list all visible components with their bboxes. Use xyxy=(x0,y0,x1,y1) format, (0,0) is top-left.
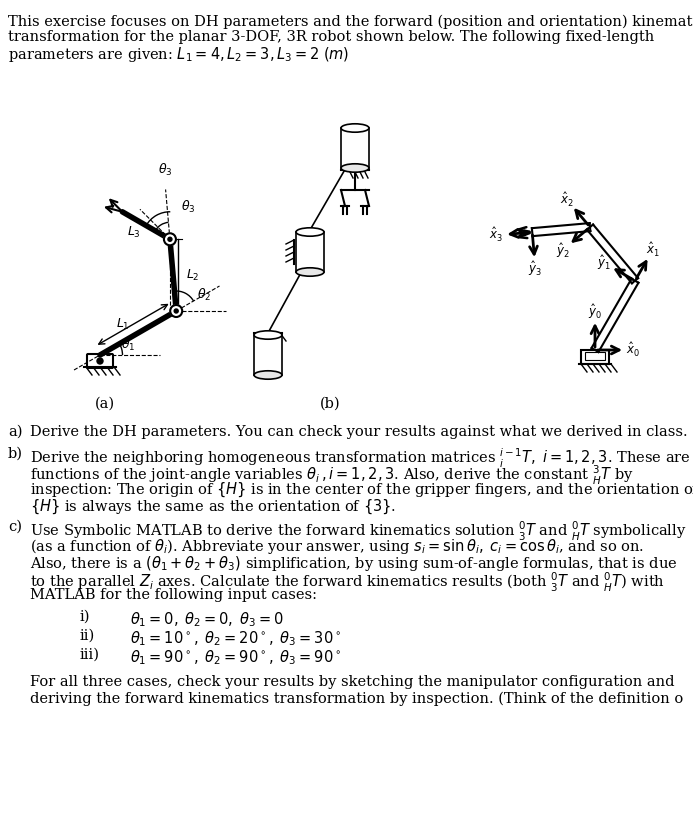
Ellipse shape xyxy=(341,124,369,132)
Text: $\theta_3$: $\theta_3$ xyxy=(181,200,195,215)
Text: Use Symbolic MATLAB to derive the forward kinematics solution $^{0}_{3}T$ and $^: Use Symbolic MATLAB to derive the forwar… xyxy=(30,520,687,544)
Bar xyxy=(581,350,609,364)
Text: b): b) xyxy=(8,447,23,461)
Text: $\hat{x}_3$: $\hat{x}_3$ xyxy=(489,226,503,245)
Circle shape xyxy=(164,233,176,245)
Text: Also, there is a $(\theta_1 + \theta_2 + \theta_3)$ simplification, by using sum: Also, there is a $(\theta_1 + \theta_2 +… xyxy=(30,554,677,573)
Text: to the parallel $Z_i$ axes. Calculate the forward kinematics results (both $^{0}: to the parallel $Z_i$ axes. Calculate th… xyxy=(30,571,665,595)
Text: $\hat{y}_3$: $\hat{y}_3$ xyxy=(528,259,543,277)
Text: $\hat{y}_2$: $\hat{y}_2$ xyxy=(556,240,570,260)
Text: $L_3$: $L_3$ xyxy=(128,225,141,240)
Text: $\hat{y}_1$: $\hat{y}_1$ xyxy=(597,253,611,272)
Text: (as a function of $\theta_i$). Abbreviate your answer, using $s_i = \sin\theta_i: (as a function of $\theta_i$). Abbreviat… xyxy=(30,537,644,556)
Ellipse shape xyxy=(254,371,282,379)
Text: functions of the joint-angle variables $\theta_i\,,i = 1, 2, 3$. Also, derive th: functions of the joint-angle variables $… xyxy=(30,464,634,487)
Circle shape xyxy=(174,309,178,313)
Text: a): a) xyxy=(8,425,22,439)
Text: For all three cases, check your results by sketching the manipulator configurati: For all three cases, check your results … xyxy=(30,675,674,689)
Bar xyxy=(585,352,605,360)
Text: $\theta_1 = 10^\circ,\; \theta_2 = 20^\circ,\; \theta_3 = 30^\circ$: $\theta_1 = 10^\circ,\; \theta_2 = 20^\c… xyxy=(130,629,341,648)
Text: i): i) xyxy=(80,610,91,624)
Text: c): c) xyxy=(8,520,22,534)
Text: transformation for the planar 3-DOF, 3R robot shown below. The following fixed-l: transformation for the planar 3-DOF, 3R … xyxy=(8,30,654,44)
Text: $\theta_1 = 90^\circ,\; \theta_2 = 90^\circ,\; \theta_3 = 90^\circ$: $\theta_1 = 90^\circ,\; \theta_2 = 90^\c… xyxy=(130,648,341,666)
Text: $\theta_1 = 0,\; \theta_2 = 0,\; \theta_3 = 0$: $\theta_1 = 0,\; \theta_2 = 0,\; \theta_… xyxy=(130,610,283,629)
Text: $\theta_1$: $\theta_1$ xyxy=(121,337,135,353)
Text: (b): (b) xyxy=(319,397,340,411)
Ellipse shape xyxy=(296,228,324,236)
Ellipse shape xyxy=(296,268,324,276)
Text: Derive the neighboring homogeneous transformation matrices $^{i-1}_{i}T,\; i = 1: Derive the neighboring homogeneous trans… xyxy=(30,447,691,470)
Bar xyxy=(254,335,282,375)
Text: $\hat{x}_0$: $\hat{x}_0$ xyxy=(626,341,640,359)
Ellipse shape xyxy=(341,164,369,172)
Text: Derive the DH parameters. You can check your results against what we derived in : Derive the DH parameters. You can check … xyxy=(30,425,687,439)
Text: deriving the forward kinematics transformation by inspection. (Think of the defi: deriving the forward kinematics transfor… xyxy=(30,692,683,706)
Text: $\{H\}$ is always the same as the orientation of $\{3\}$.: $\{H\}$ is always the same as the orient… xyxy=(30,498,396,516)
Text: This exercise focuses on DH parameters and the forward (position and orientation: This exercise focuses on DH parameters a… xyxy=(8,15,693,29)
Text: $\theta_3$: $\theta_3$ xyxy=(158,162,172,179)
Circle shape xyxy=(168,237,172,241)
Ellipse shape xyxy=(254,331,282,339)
Text: ii): ii) xyxy=(80,629,95,643)
Circle shape xyxy=(170,305,182,317)
Text: (a): (a) xyxy=(95,397,115,411)
Text: parameters are given: $L_1 = 4, L_2 = 3, L_3 = 2\;(m)$: parameters are given: $L_1 = 4, L_2 = 3,… xyxy=(8,45,349,64)
Text: $\hat{y}_0$: $\hat{y}_0$ xyxy=(588,302,602,321)
Text: $L_1$: $L_1$ xyxy=(116,316,130,331)
Bar xyxy=(296,232,324,272)
Text: $\theta_2$: $\theta_2$ xyxy=(197,287,211,303)
Text: $\hat{x}_2$: $\hat{x}_2$ xyxy=(560,190,574,209)
Circle shape xyxy=(97,358,103,364)
Text: MATLAB for the following input cases:: MATLAB for the following input cases: xyxy=(30,588,317,602)
Text: $L_2$: $L_2$ xyxy=(186,267,200,283)
Text: iii): iii) xyxy=(80,648,100,662)
Bar xyxy=(341,128,369,168)
Text: inspection: The origin of $\{H\}$ is in the center of the gripper fingers, and t: inspection: The origin of $\{H\}$ is in … xyxy=(30,481,693,499)
Text: $\hat{x}_1$: $\hat{x}_1$ xyxy=(646,240,660,259)
